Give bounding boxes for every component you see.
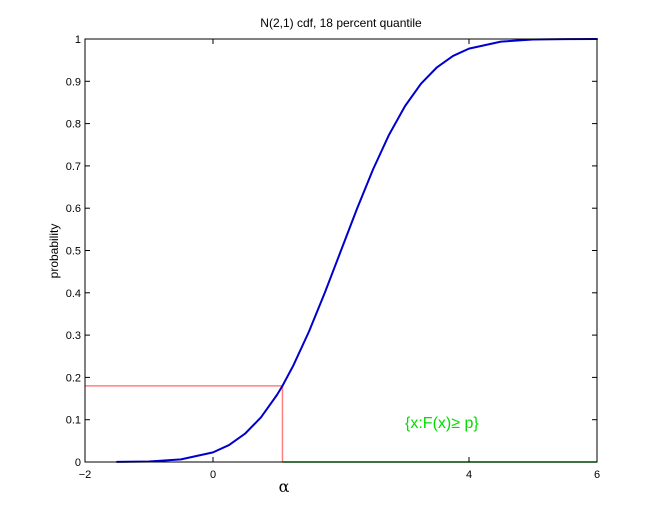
x-tick-label: 4 <box>466 469 472 481</box>
y-tick-label: 0.6 <box>66 203 81 215</box>
y-tick-label: 0.4 <box>66 288 81 300</box>
y-tick-label: 0.5 <box>66 246 81 258</box>
x-tick-label: 0 <box>210 469 216 481</box>
y-tick-label: 0.3 <box>66 330 81 342</box>
y-axis-label: probability <box>47 224 61 279</box>
y-tick-label: 1 <box>75 34 81 46</box>
y-tick-label: 0.8 <box>66 119 81 131</box>
x-axis-label: α <box>279 477 290 496</box>
axis-ticks: 00.10.20.30.40.50.60.70.80.91−2 0 4 6 <box>66 34 600 481</box>
y-tick-label: 0.2 <box>66 372 81 384</box>
y-tick-label: 0.1 <box>66 415 81 427</box>
y-tick-label: 0 <box>75 457 81 469</box>
x-tick-label: 6 <box>594 469 600 481</box>
y-tick-label: 0.9 <box>66 76 81 88</box>
chart-title: N(2,1) cdf, 18 percent quantile <box>260 16 422 30</box>
x-tick-label: −2 <box>79 469 92 481</box>
cdf-curve-series-0 <box>116 38 598 463</box>
y-tick-label: 0.7 <box>66 161 81 173</box>
set-annotation: {x:F(x)≥ p} <box>405 415 479 432</box>
